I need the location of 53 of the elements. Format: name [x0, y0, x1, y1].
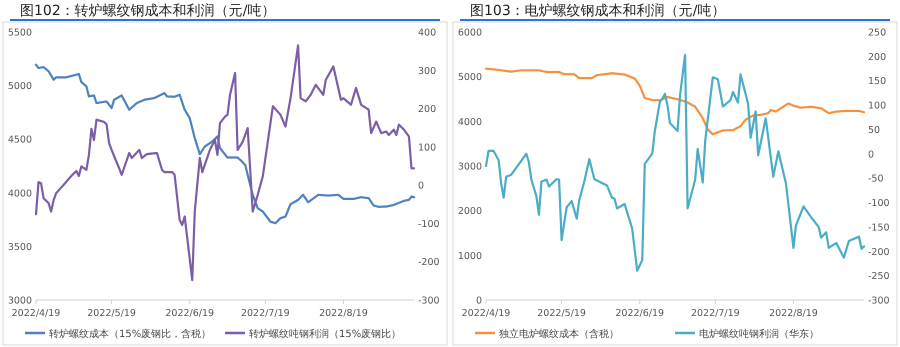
y2-tick-label: 400: [418, 28, 436, 38]
x-tick-label: 2022/4/19: [462, 308, 510, 319]
y2-tick-label: 0: [868, 149, 874, 160]
x-tick-label: 2022/7/19: [240, 308, 290, 319]
y-tick-label: 3000: [8, 296, 32, 306]
y-tick-label: 2000: [458, 206, 482, 218]
legend-label: 电炉螺纹吨钢利润（华东）: [699, 328, 819, 340]
y2-tick-label: 150: [868, 76, 886, 88]
y2-tick-label: 100: [868, 100, 886, 112]
y2-tick-label: 200: [418, 104, 436, 116]
x-tick-label: 2022/5/19: [87, 308, 136, 319]
y2-tick-label: -100: [868, 198, 890, 210]
y-tick-label: 4500: [8, 134, 32, 146]
legend-label: 转炉螺纹成本（15%废钢比，含税）: [49, 328, 212, 340]
x-tick-label: 2022/7/19: [690, 308, 740, 319]
y-tick-label: 3500: [8, 242, 32, 253]
x-tick-label: 2022/4/19: [12, 308, 60, 319]
x-tick-label: 2022/6/19: [165, 308, 214, 319]
y-tick-label: 4000: [8, 188, 32, 200]
line-series: [34, 64, 416, 224]
y2-tick-label: -300: [418, 296, 440, 306]
y2-tick-label: -50: [868, 174, 884, 185]
line-series: [484, 54, 866, 272]
y2-tick-label: 250: [868, 28, 886, 38]
y2-tick-label: 50: [868, 124, 880, 136]
y-tick-label: 6000: [458, 28, 482, 38]
y2-tick-label: -100: [418, 218, 440, 230]
y-tick-label: 5000: [8, 81, 32, 92]
y-tick-label: 5000: [458, 72, 482, 84]
y2-tick-label: -300: [868, 296, 890, 306]
y2-tick-label: 0: [418, 180, 424, 192]
y-tick-label: 5500: [8, 28, 32, 38]
y2-tick-label: -200: [418, 257, 440, 268]
y-tick-label: 4000: [458, 116, 482, 128]
line-series: [484, 68, 866, 136]
y-tick-label: 0: [476, 296, 482, 306]
y2-tick-label: 300: [418, 66, 436, 77]
x-tick-label: 2022/5/19: [537, 308, 586, 319]
legend-label: 转炉螺纹吨钢利润（15%废钢比）: [249, 328, 402, 340]
y2-tick-label: 100: [418, 142, 436, 154]
y-tick-label: 1000: [458, 250, 482, 262]
line-series: [34, 44, 416, 282]
y2-tick-label: -250: [868, 271, 890, 282]
y2-tick-label: -150: [868, 222, 890, 234]
y2-tick-label: -200: [868, 246, 890, 258]
x-tick-label: 2022/8/19: [319, 308, 368, 319]
y-tick-label: 3000: [458, 162, 482, 172]
x-tick-label: 2022/8/19: [769, 308, 818, 319]
x-tick-label: 2022/6/19: [615, 308, 664, 319]
chart-title: 图103：电炉螺纹钢成本和利润（元/吨）: [470, 3, 726, 19]
y2-tick-label: 200: [868, 52, 886, 63]
legend-label: 独立电炉螺纹成本（含税）: [499, 328, 619, 340]
chart-title: 图102：转炉螺纹钢成本和利润（元/吨）: [20, 3, 276, 19]
